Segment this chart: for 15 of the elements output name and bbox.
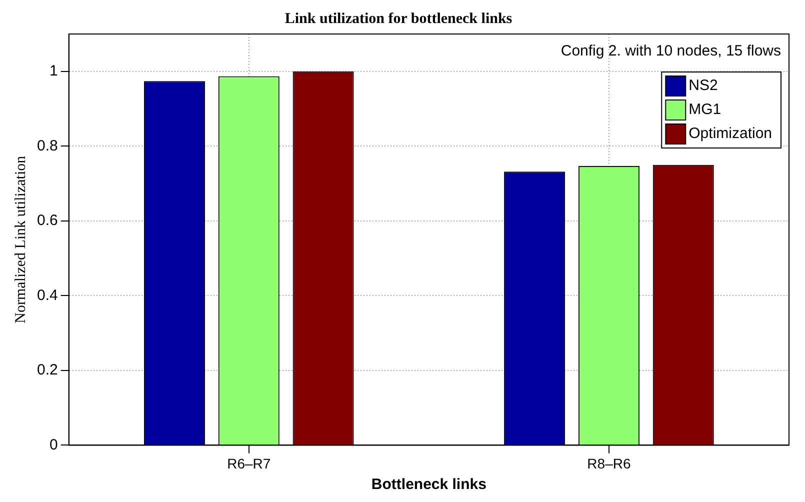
legend-label: MG1 bbox=[688, 101, 722, 118]
y-tick-label: 0.8 bbox=[36, 137, 58, 154]
y-tick-label: 0.2 bbox=[36, 362, 58, 379]
x-tick-label: R6–R7 bbox=[227, 455, 271, 472]
y-tick-label: 0.6 bbox=[36, 212, 58, 230]
y-tick-label: 1 bbox=[50, 62, 58, 80]
x-tick-label: R8–R6 bbox=[587, 455, 631, 472]
annotation: Config 2. with 10 nodes, 15 flows bbox=[560, 42, 781, 60]
y-tick-label: 0 bbox=[50, 436, 58, 454]
chart-title: Link utilization for bottleneck links bbox=[284, 10, 512, 27]
y-axis-title: Normalized Link utilization bbox=[12, 155, 29, 324]
y-tick-label: 0.4 bbox=[36, 286, 58, 304]
x-axis-title: Bottleneck links bbox=[371, 476, 486, 494]
legend-label: NS2 bbox=[688, 77, 718, 94]
legend-label: Optimization bbox=[688, 125, 772, 142]
